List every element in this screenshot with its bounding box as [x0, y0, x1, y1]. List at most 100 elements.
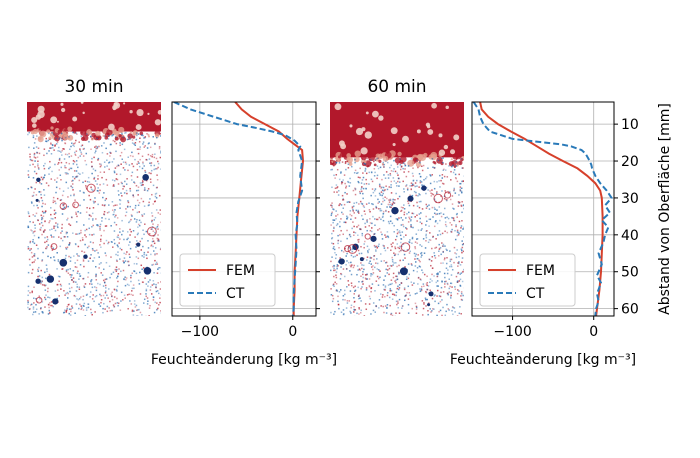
noise-speck — [433, 252, 435, 254]
noise-speck — [61, 194, 64, 197]
noise-speck — [62, 190, 65, 192]
noise-speck — [397, 271, 400, 274]
noise-speck — [460, 248, 463, 250]
noise-speck — [71, 274, 73, 276]
noise-speck — [112, 185, 114, 187]
noise-speck — [98, 303, 100, 305]
noise-speck — [106, 184, 109, 186]
noise-speck — [395, 192, 397, 195]
noise-speck — [403, 213, 406, 216]
noise-speck — [133, 262, 136, 265]
noise-speck — [95, 289, 98, 292]
noise-speck — [396, 287, 399, 290]
noise-speck — [77, 156, 80, 159]
noise-speck — [126, 206, 129, 208]
noise-speck — [30, 303, 33, 306]
noise-speck — [46, 268, 48, 270]
noise-speck — [50, 153, 53, 155]
noise-speck — [57, 275, 60, 278]
noise-speck — [48, 132, 50, 135]
noise-speck — [68, 255, 70, 258]
noise-speck — [455, 275, 458, 278]
noise-speck — [402, 243, 405, 246]
noise-speck — [376, 157, 379, 160]
noise-speck — [448, 291, 451, 293]
noise-speck — [398, 195, 401, 198]
noise-speck — [155, 261, 158, 264]
noise-speck — [396, 218, 399, 220]
noise-speck — [404, 163, 406, 165]
noise-speck — [155, 209, 158, 211]
noise-speck — [124, 260, 127, 262]
noise-speck — [159, 133, 161, 135]
noise-speck — [49, 311, 51, 314]
noise-speck — [104, 225, 107, 227]
noise-speck — [90, 311, 93, 314]
noise-speck — [113, 288, 116, 291]
legend-label-ct: CT — [226, 286, 245, 302]
noise-speck — [78, 297, 81, 300]
legend-label-ct: CT — [526, 286, 545, 302]
noise-speck — [421, 300, 424, 302]
noise-speck — [433, 206, 436, 209]
noise-speck — [74, 176, 77, 178]
noise-speck — [147, 300, 149, 302]
noise-speck — [443, 257, 446, 259]
noise-speck — [45, 182, 48, 184]
noise-speck — [65, 248, 68, 250]
noise-speck — [342, 313, 345, 316]
noise-speck — [393, 262, 395, 264]
noise-speck — [133, 303, 136, 305]
noise-speck — [75, 139, 77, 142]
noise-speck — [385, 268, 387, 271]
noise-speck — [448, 165, 450, 167]
noise-speck — [402, 259, 404, 261]
noise-speck — [397, 197, 399, 200]
noise-speck — [442, 251, 444, 253]
noise-speck — [354, 232, 357, 234]
noise-speck — [78, 288, 81, 291]
noise-speck — [41, 205, 43, 208]
noise-speck — [35, 194, 38, 196]
noise-speck — [400, 238, 402, 240]
noise-speck — [382, 305, 384, 308]
noise-speck — [455, 177, 458, 180]
noise-speck — [103, 204, 106, 207]
noise-speck — [459, 188, 462, 191]
noise-speck — [132, 284, 135, 286]
noise-speck — [389, 172, 392, 175]
noise-speck — [346, 218, 348, 220]
noise-speck — [42, 312, 44, 314]
noise-speck — [103, 161, 106, 163]
series-group — [472, 102, 613, 316]
noise-speck — [369, 256, 372, 259]
noise-speck — [415, 308, 418, 311]
noise-speck — [50, 178, 53, 180]
noise-speck — [66, 309, 68, 311]
noise-speck — [379, 208, 382, 210]
noise-speck — [461, 280, 464, 283]
noise-speck — [50, 304, 52, 307]
noise-speck — [129, 187, 131, 190]
noise-speck — [85, 163, 88, 166]
noise-speck — [62, 204, 65, 207]
noise-speck — [152, 237, 154, 240]
noise-speck — [409, 194, 411, 196]
noise-speck — [55, 222, 57, 224]
noise-speck — [416, 159, 418, 162]
noise-speck — [460, 227, 462, 229]
noise-speck — [57, 289, 59, 291]
noise-speck — [31, 202, 33, 204]
noise-speck — [136, 309, 138, 312]
noise-speck — [374, 246, 377, 248]
noise-speck — [143, 213, 146, 215]
noise-speck — [423, 252, 426, 254]
noise-speck — [375, 158, 378, 160]
noise-speck — [64, 294, 66, 296]
noise-speck — [32, 177, 35, 179]
noise-speck — [366, 256, 369, 258]
noise-speck — [39, 229, 42, 231]
noise-speck — [364, 222, 366, 225]
noise-speck — [80, 151, 82, 154]
noise-speck — [366, 219, 368, 222]
